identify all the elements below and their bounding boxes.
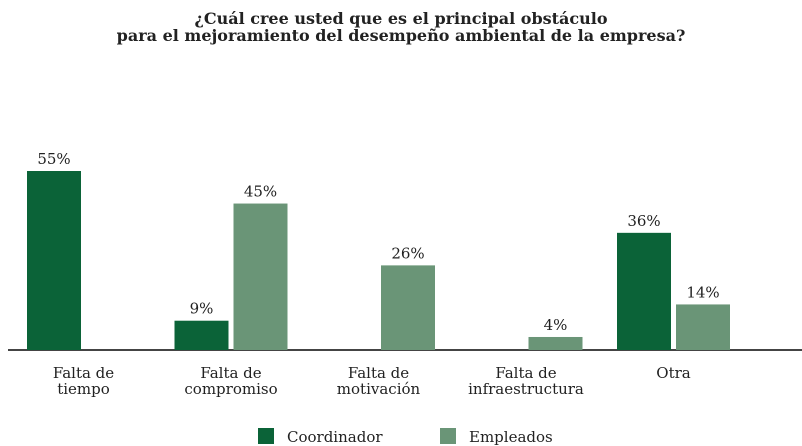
- legend-label: Coordinador: [287, 428, 383, 446]
- legend-swatch: [440, 428, 456, 444]
- x-tick-label: Falta de infraestructura: [468, 364, 584, 398]
- data-label: 36%: [627, 212, 660, 230]
- bar: [381, 265, 435, 350]
- x-tick-label: Falta de compromiso: [184, 364, 277, 398]
- data-label: 45%: [244, 183, 277, 201]
- x-tick-label: Otra: [656, 364, 690, 382]
- x-tick-label: Falta de tiempo: [53, 364, 114, 398]
- bar: [528, 336, 583, 350]
- data-label: 4%: [544, 316, 568, 334]
- bar: [27, 171, 81, 350]
- legend-swatch: [258, 428, 274, 444]
- x-tick-label: Falta de motivación: [337, 364, 421, 398]
- data-label: 55%: [37, 150, 70, 168]
- bar: [617, 232, 671, 350]
- bar: [676, 304, 730, 350]
- data-label: 26%: [391, 244, 424, 262]
- bar: [233, 203, 288, 350]
- data-label: 14%: [686, 283, 719, 301]
- bar: [174, 320, 229, 350]
- legend-label: Empleados: [469, 428, 553, 446]
- chart-title: ¿Cuál cree usted que es el principal obs…: [117, 9, 686, 45]
- data-label: 9%: [190, 300, 214, 318]
